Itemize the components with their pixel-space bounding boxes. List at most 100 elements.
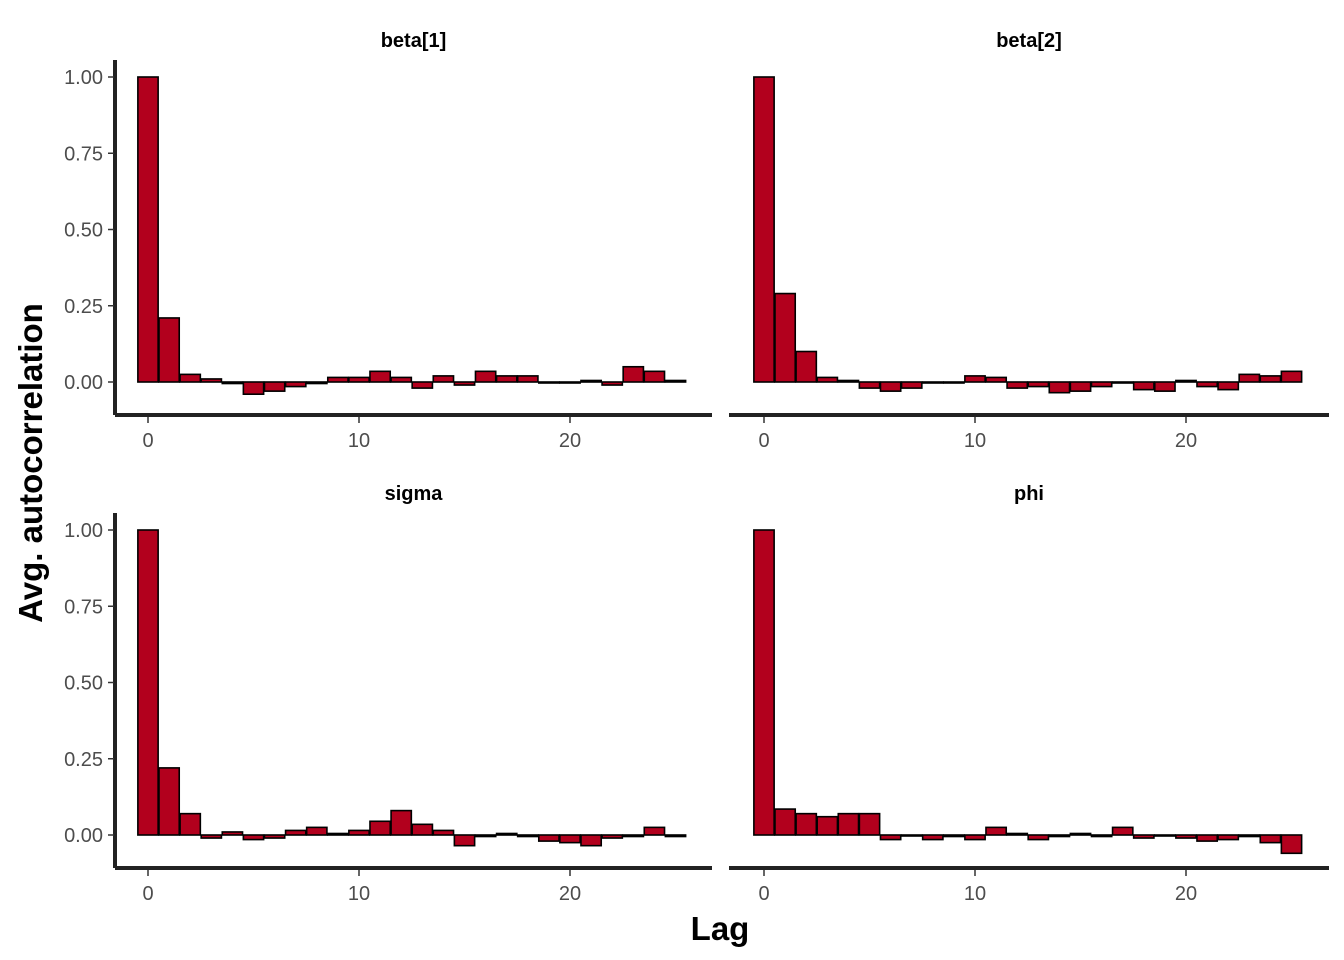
x-tick-label: 10	[964, 883, 986, 905]
acf-bar	[516, 375, 539, 383]
y-tick-label: 1.00	[64, 67, 103, 89]
x-tick-label: 20	[1175, 430, 1197, 452]
acf-bar	[601, 834, 624, 839]
acf-bar	[964, 834, 986, 841]
acf-bar	[326, 832, 349, 836]
acf-bar	[837, 379, 860, 383]
acf-bar	[1153, 834, 1176, 837]
x-tick-label: 0	[142, 883, 153, 905]
x-tick-label: 20	[1175, 883, 1197, 905]
panel-0: beta[1] 0 10 20 0.00 0.25 0.50 0.75 1.00	[64, 30, 712, 452]
acf-bar	[284, 381, 307, 388]
acf-bar	[837, 812, 860, 836]
acf-bar	[795, 812, 818, 836]
acf-bar	[369, 820, 392, 836]
acf-bar	[411, 823, 434, 836]
acf-bar	[1090, 834, 1113, 838]
acf-bar	[158, 317, 181, 383]
acf-bar	[1048, 834, 1071, 838]
acf-bar	[795, 350, 818, 383]
acf-bar	[432, 375, 455, 383]
acf-bar	[453, 834, 476, 847]
acf-bar	[1069, 381, 1092, 392]
acf-bar	[495, 375, 518, 383]
acf-bar	[1175, 834, 1197, 839]
acf-bar	[879, 834, 902, 841]
acf-bar	[1217, 834, 1240, 841]
acf-bar	[559, 834, 581, 844]
acf-bar	[242, 381, 265, 395]
acf-bar	[1196, 834, 1219, 842]
panel-title: beta[1]	[381, 30, 447, 52]
acf-bar	[1111, 381, 1134, 384]
acf-bar	[1153, 381, 1176, 392]
acf-bar	[622, 365, 645, 383]
y-tick-label: 0.50	[64, 220, 103, 242]
y-tick-label: 0.75	[64, 143, 103, 165]
acf-bar	[158, 767, 181, 836]
acf-bar	[753, 529, 775, 836]
acf-bar	[664, 834, 687, 838]
y-tick-label: 0.00	[64, 372, 103, 394]
acf-bar	[921, 381, 944, 384]
x-tick-label: 10	[348, 430, 370, 452]
acf-bar	[816, 376, 839, 383]
acf-bar	[474, 834, 497, 838]
acf-bar	[179, 812, 202, 836]
y-tick-label: 0.50	[64, 673, 103, 695]
acf-bar	[1280, 834, 1303, 855]
acf-bar	[369, 370, 392, 383]
acf-bar	[137, 529, 159, 836]
acf-bar	[900, 834, 923, 837]
acf-bar	[537, 381, 560, 384]
acf-bar	[348, 829, 370, 836]
acf-bar	[1006, 381, 1029, 389]
y-tick-label: 0.25	[64, 296, 103, 318]
x-tick-label: 0	[758, 430, 769, 452]
acf-bar	[326, 376, 349, 383]
acf-bar	[858, 812, 881, 836]
acf-bar	[985, 826, 1008, 836]
acf-bar	[774, 292, 797, 383]
acf-bar	[242, 834, 265, 841]
acf-bar	[942, 834, 965, 838]
acf-bar	[390, 376, 413, 383]
y-tick-label: 0.25	[64, 749, 103, 771]
acf-bar	[643, 826, 666, 836]
acf-bar	[1027, 381, 1050, 388]
acf-bar	[537, 834, 560, 842]
acf-bar	[921, 834, 944, 841]
acf-bar	[305, 826, 328, 836]
acf-bar	[622, 834, 645, 838]
acf-bar	[580, 379, 603, 383]
acf-bar	[816, 815, 839, 836]
acf-bar	[1238, 373, 1261, 383]
acf-bar	[774, 808, 797, 836]
x-tick-label: 0	[142, 430, 153, 452]
acf-bar	[200, 834, 223, 839]
acf-bar	[1259, 834, 1282, 844]
y-tick-label: 0.75	[64, 596, 103, 618]
acf-bar	[474, 370, 497, 383]
acf-bar	[643, 370, 666, 383]
y-tick-label: 1.00	[64, 520, 103, 542]
acf-bar	[580, 834, 603, 847]
y-axis-title: Avg. autocorrelation	[12, 303, 49, 623]
x-tick-label: 20	[559, 430, 581, 452]
acf-bar	[1027, 834, 1050, 841]
acf-bar	[221, 831, 244, 836]
panel-title: beta[2]	[996, 30, 1062, 52]
x-tick-label: 10	[964, 430, 986, 452]
x-tick-label: 20	[559, 883, 581, 905]
y-tick-label: 0.00	[64, 825, 103, 847]
acf-bar	[1132, 381, 1155, 391]
acf-bar	[985, 376, 1008, 383]
panel-2: sigma 0 10 20 0.00 0.25 0.50 0.75 1.00	[64, 483, 712, 905]
acf-bar	[1238, 834, 1261, 838]
acf-bar	[664, 379, 687, 383]
acf-bar	[964, 375, 986, 383]
acf-bar	[1069, 832, 1092, 836]
acf-bar	[1132, 834, 1155, 839]
acf-bar	[1048, 381, 1071, 394]
